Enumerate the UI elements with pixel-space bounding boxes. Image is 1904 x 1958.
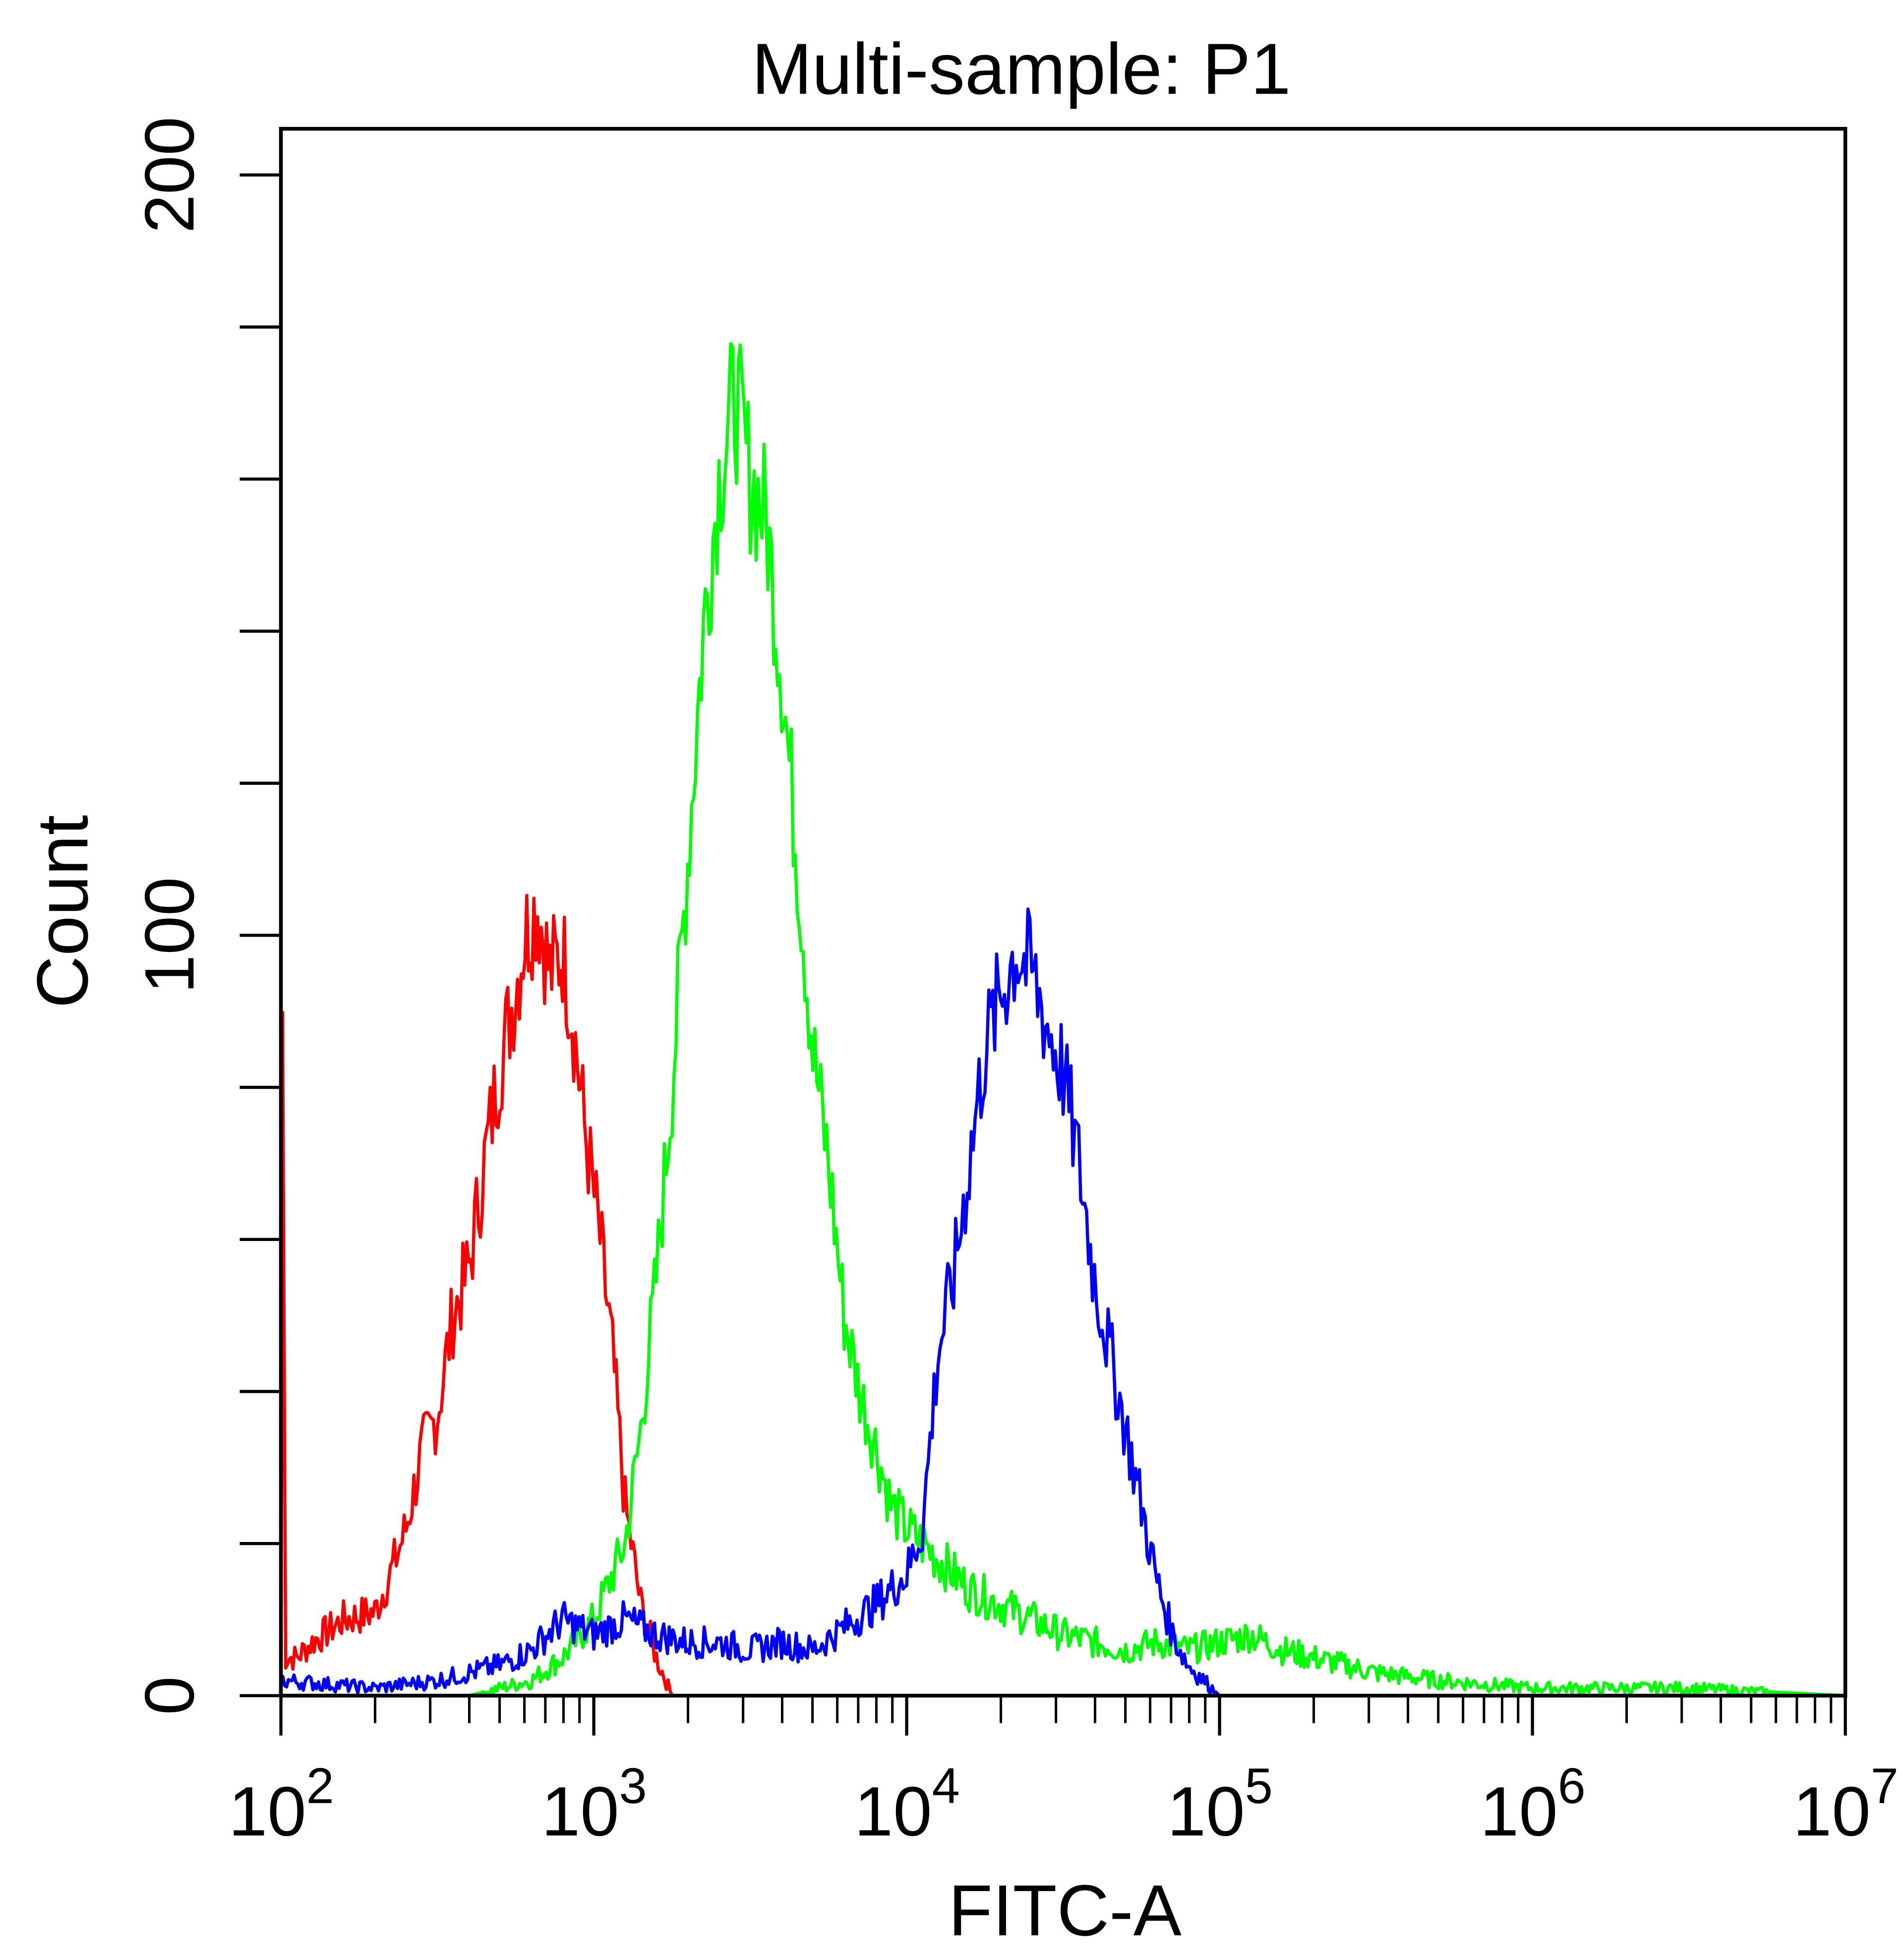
y-tick-label: 100 <box>130 877 208 994</box>
x-tick-exp: 7 <box>1871 1758 1899 1814</box>
x-tick-exp: 3 <box>619 1758 647 1814</box>
x-tick-base: 10 <box>541 1772 619 1850</box>
x-tick-exp: 2 <box>306 1758 334 1814</box>
x-tick-label: 107 <box>1793 1758 1899 1850</box>
x-tick-base: 10 <box>854 1772 932 1850</box>
y-tick-label: 0 <box>130 1676 208 1715</box>
x-tick-label: 102 <box>229 1758 334 1850</box>
x-tick-base: 10 <box>1480 1772 1558 1850</box>
x-tick-exp: 5 <box>1245 1758 1273 1814</box>
x-tick-label: 104 <box>854 1758 960 1850</box>
x-tick-label: 103 <box>541 1758 647 1850</box>
x-tick-label: 105 <box>1167 1758 1273 1850</box>
x-tick-base: 10 <box>1793 1772 1871 1850</box>
series-green-line <box>468 342 1845 1698</box>
x-tick-exp: 4 <box>932 1758 960 1814</box>
x-tick-exp: 6 <box>1558 1758 1586 1814</box>
x-tick-label: 106 <box>1480 1758 1586 1850</box>
series-group <box>279 342 1845 1698</box>
x-tick-base: 10 <box>229 1772 306 1850</box>
chart-title: Multi-sample: P1 <box>752 28 1291 109</box>
y-axis-label: Count <box>22 815 103 1009</box>
plot-frame <box>279 126 1847 1698</box>
y-tick-label: 200 <box>130 117 208 233</box>
x-tick-base: 10 <box>1167 1772 1245 1850</box>
x-axis-label: FITC-A <box>949 1870 1182 1951</box>
series-red-line <box>279 893 751 1698</box>
